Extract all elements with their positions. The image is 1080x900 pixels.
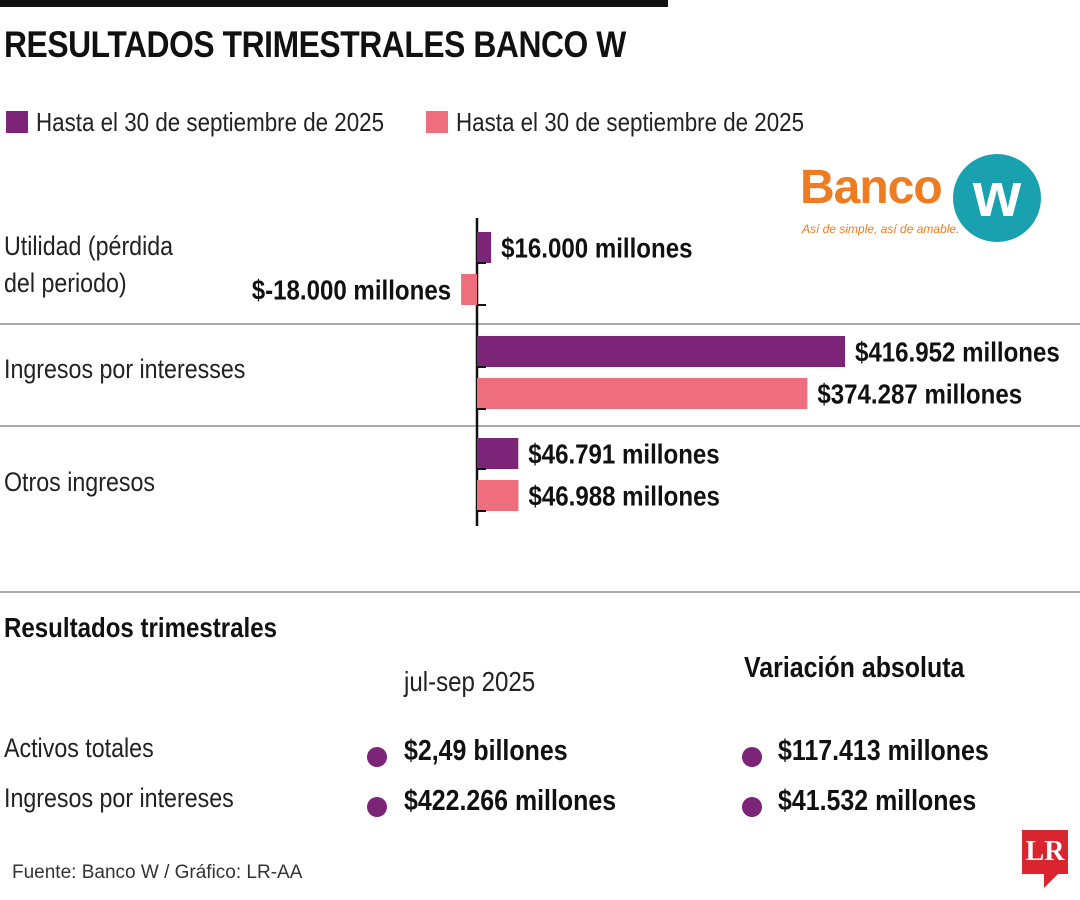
bar-value-label: $374.287 millones <box>817 378 1022 410</box>
summary-value-ingresos: $422.266 millones <box>404 785 617 817</box>
bar-value-label: $46.791 millones <box>528 438 719 470</box>
bar-value-label: $-18.000 millones <box>252 274 451 306</box>
summary-variation-ingresos: $41.532 millones <box>778 785 977 817</box>
logo-word: Banco <box>800 161 943 214</box>
bar-value-label: $416.952 millones <box>855 336 1060 368</box>
bullet-icon <box>367 797 387 817</box>
bar-chart: $16.000 millones $-18.000 millones $416.95… <box>0 218 1080 593</box>
legend-label-2: Hasta el 30 de septiembre de 2025 <box>456 106 805 137</box>
bar-purple-2 <box>477 438 519 469</box>
bullet-icon <box>367 747 387 767</box>
category-label-otros: Otros ingresos <box>4 467 155 497</box>
legend-item-1: Hasta el 30 de septiembre de 2025 <box>6 104 441 140</box>
summary-col2-header: Variación absoluta <box>744 652 965 684</box>
bullet-icon <box>742 797 762 817</box>
category-label-ingresos: Ingresos por interesses <box>4 354 246 384</box>
summary-title: Resultados trimestrales <box>4 612 278 643</box>
legend-swatch-purple <box>6 111 28 133</box>
top-rule <box>0 0 668 7</box>
bullet-icon <box>742 747 762 767</box>
summary-row-label-ingresos: Ingresos por intereses <box>4 783 234 813</box>
summary-variation-activos: $117.413 millones <box>778 735 989 767</box>
legend-item-2: Hasta el 30 de septiembre de 2025 <box>426 104 861 140</box>
lr-logo: LR <box>1022 830 1068 874</box>
summary-row-label-activos: Activos totales <box>4 733 154 763</box>
bar-purple-0 <box>477 232 492 263</box>
source-note: Fuente: Banco W / Gráfico: LR-AA <box>12 862 303 883</box>
banco-w-logo: Banco w Así de simple, así de amable. <box>796 152 1046 247</box>
lr-logo-tail <box>1044 874 1058 888</box>
bar-pink-0 <box>461 274 477 305</box>
legend-label-1: Hasta el 30 de septiembre de 2025 <box>36 106 385 137</box>
bar-pink-2 <box>477 480 519 511</box>
bar-value-label: $46.988 millones <box>528 480 719 512</box>
chart-title: RESULTADOS TRIMESTRALES BANCO W <box>4 24 626 65</box>
bar-pink-1 <box>477 378 808 409</box>
logo-tagline: Así de simple, así de amable. <box>802 222 960 236</box>
category-label-utilidad-1: Utilidad (pérdida <box>4 231 174 261</box>
category-label-utilidad-2: del periodo) <box>4 268 127 298</box>
bar-value-label: $16.000 millones <box>501 232 692 264</box>
summary-value-activos: $2,49 billones <box>404 735 568 767</box>
bar-purple-1 <box>477 336 845 367</box>
legend-swatch-pink <box>426 111 448 133</box>
logo-circle: w <box>953 154 1041 242</box>
summary-col1-header: jul-sep 2025 <box>404 666 536 697</box>
